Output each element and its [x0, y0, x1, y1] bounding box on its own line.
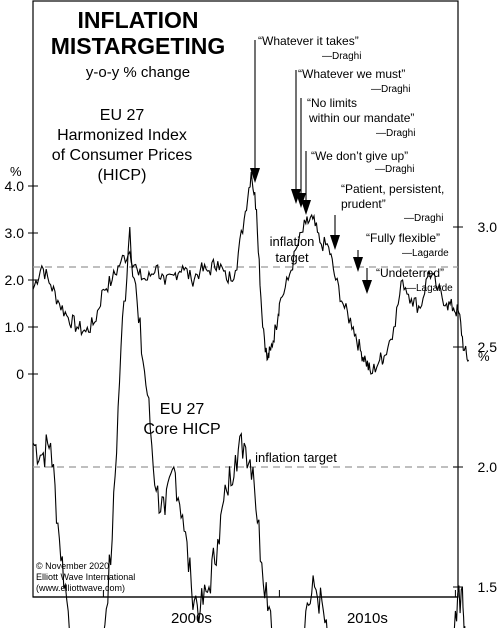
annotation-arrow-1 [250, 40, 260, 183]
annotation-attr-3: —Draghi [376, 128, 415, 139]
annotation-attr-6: —Lagarde [402, 248, 449, 259]
bottom-y-unit: % [478, 349, 490, 364]
top-panel-label-4: (HICP) [98, 167, 147, 184]
annotation-attr-7: —Lagarde [406, 283, 453, 294]
top-target-label-1: inflation [270, 234, 315, 249]
chart-title-line2: MISTARGETING [51, 33, 226, 59]
x-tick-label: 2000s [171, 610, 212, 627]
bottom-panel-label-1: EU 27 [160, 401, 205, 418]
annotation-quote-1: “Whatever it takes” [258, 34, 359, 48]
top-y-tick-label: 0 [16, 366, 24, 382]
bottom-target-label: inflation target [255, 450, 337, 465]
annotation-arrow-4 [301, 151, 311, 215]
annotation-quote-2: “Whatever we must” [298, 67, 405, 81]
annotation-arrow-7 [362, 268, 372, 294]
bottom-panel-label-2: Core HICP [143, 421, 220, 438]
bottom-y-tick-label: 1.5 [478, 579, 498, 595]
annotation-quote-6: “Fully flexible” [366, 231, 440, 245]
annotation-quote-5a: “Patient, persistent, [341, 182, 444, 196]
top-target-label-2: target [275, 250, 309, 265]
credit-line-1: © November 2020 [36, 561, 109, 571]
bottom-y-tick-label: 2.5 [478, 339, 498, 355]
bottom-y-tick-label: 3.0 [478, 219, 498, 235]
annotation-attr-2: —Draghi [371, 84, 410, 95]
annotation-attr-5: —Draghi [404, 213, 443, 224]
chart-title-line1: INFLATION [78, 7, 199, 33]
hicp-line [32, 171, 470, 375]
top-y-tick-label: 4.0 [5, 178, 25, 194]
top-y-tick-label: 3.0 [5, 225, 25, 241]
annotation-quote-7: “Undeterred” [376, 266, 444, 280]
top-y-tick-label: 1.0 [5, 319, 25, 335]
annotation-quote-3a: “No limits [307, 96, 357, 110]
annotation-quote-4: “We don’t give up” [311, 149, 408, 163]
top-panel-label-3: of Consumer Prices [52, 147, 193, 164]
annotation-arrow-6 [353, 250, 363, 272]
x-tick-label: 2010s [347, 610, 388, 627]
core-hicp-line [32, 226, 466, 628]
top-y-unit: % [10, 164, 22, 179]
chart-subtitle: y-o-y % change [86, 64, 190, 81]
top-y-tick-label: 2.0 [5, 272, 25, 288]
top-panel-label-1: EU 27 [100, 107, 145, 124]
annotations: “Whatever it takes” —Draghi “Whatever we… [250, 34, 453, 294]
annotation-quote-5b: prudent” [341, 197, 386, 211]
credit-line-2: Elliott Wave International [36, 572, 135, 582]
annotation-arrow-2 [291, 70, 301, 204]
annotation-arrow-3 [296, 98, 306, 208]
bottom-y-tick-label: 2.0 [478, 459, 498, 475]
annotation-attr-1: —Draghi [322, 51, 361, 62]
annotation-attr-4: —Draghi [375, 164, 414, 175]
credit-line-3: (www.elliottwave.com) [36, 583, 125, 593]
top-panel-label-2: Harmonized Index [57, 127, 187, 144]
annotation-arrow-5 [330, 215, 340, 250]
annotation-quote-3b: within our mandate” [308, 111, 414, 125]
